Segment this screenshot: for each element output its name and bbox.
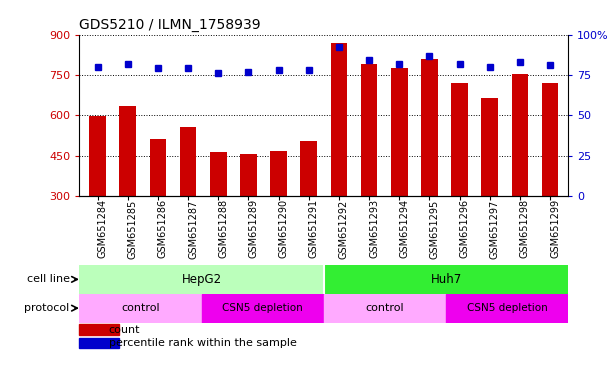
Bar xyxy=(421,59,437,276)
Text: GSM651290: GSM651290 xyxy=(279,199,288,258)
Text: count: count xyxy=(109,324,141,334)
Bar xyxy=(240,154,257,276)
Text: GSM651289: GSM651289 xyxy=(249,199,258,258)
Text: GSM651292: GSM651292 xyxy=(339,199,349,258)
Bar xyxy=(542,83,558,276)
Text: GSM651284: GSM651284 xyxy=(98,199,108,258)
Text: GSM651297: GSM651297 xyxy=(490,199,500,258)
Bar xyxy=(210,152,227,276)
Text: HepG2: HepG2 xyxy=(181,273,222,286)
Bar xyxy=(119,106,136,276)
Text: CSN5 depletion: CSN5 depletion xyxy=(467,303,547,313)
Bar xyxy=(202,294,324,323)
Bar xyxy=(79,338,119,348)
Text: GDS5210 / ILMN_1758939: GDS5210 / ILMN_1758939 xyxy=(79,18,261,32)
Bar xyxy=(446,294,568,323)
Bar xyxy=(360,64,378,276)
Text: protocol: protocol xyxy=(24,303,70,313)
Bar xyxy=(270,151,287,276)
Text: cell line: cell line xyxy=(27,274,70,285)
Text: GSM651287: GSM651287 xyxy=(188,199,198,258)
Text: GSM651288: GSM651288 xyxy=(218,199,229,258)
Text: GSM651296: GSM651296 xyxy=(459,199,470,258)
Text: GSM651286: GSM651286 xyxy=(158,199,168,258)
Text: GSM651299: GSM651299 xyxy=(550,199,560,258)
Bar xyxy=(150,139,166,276)
Bar xyxy=(79,265,324,294)
Bar xyxy=(452,83,468,276)
Bar xyxy=(79,324,119,334)
Bar xyxy=(89,116,106,276)
Bar xyxy=(79,294,202,323)
Text: control: control xyxy=(365,303,404,313)
Text: GSM651285: GSM651285 xyxy=(128,199,137,258)
Bar xyxy=(301,141,317,276)
Bar xyxy=(180,127,196,276)
Bar xyxy=(481,98,498,276)
Text: CSN5 depletion: CSN5 depletion xyxy=(222,303,303,313)
Bar xyxy=(331,43,347,276)
Text: percentile rank within the sample: percentile rank within the sample xyxy=(109,338,296,348)
Text: GSM651295: GSM651295 xyxy=(430,199,439,258)
Text: Huh7: Huh7 xyxy=(430,273,462,286)
Text: GSM651294: GSM651294 xyxy=(399,199,409,258)
Text: GSM651291: GSM651291 xyxy=(309,199,319,258)
Text: GSM651298: GSM651298 xyxy=(520,199,530,258)
Bar xyxy=(324,294,446,323)
Text: GSM651293: GSM651293 xyxy=(369,199,379,258)
Bar xyxy=(511,74,529,276)
Bar xyxy=(324,265,568,294)
Bar xyxy=(391,68,408,276)
Text: control: control xyxy=(121,303,160,313)
